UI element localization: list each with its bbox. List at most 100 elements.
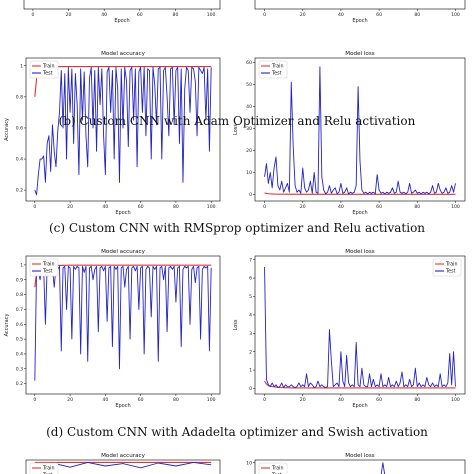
legend-box <box>29 258 59 277</box>
series-line-test <box>34 66 212 196</box>
y-axis-label: Loss <box>233 124 239 135</box>
x-tick-label: 40 <box>102 397 108 403</box>
chart-title: Model accuracy <box>101 51 146 57</box>
y-tick-label: 1 <box>20 263 23 269</box>
legend-label: Test <box>445 269 456 275</box>
y-axis-label: Accuracy <box>4 314 10 337</box>
legend-label: Train <box>271 466 284 472</box>
x-axis-label: Epoch <box>352 210 367 216</box>
x-tick-label: 80 <box>414 12 420 18</box>
legend-label: Train <box>271 64 284 70</box>
x-tick-label: 20 <box>300 204 306 210</box>
x-tick-label: 100 <box>207 204 216 210</box>
y-tick-label: 20 <box>246 148 252 154</box>
y-tick-label: 10 <box>246 460 252 466</box>
series-group <box>264 66 456 195</box>
y-tick-label: 0 <box>249 386 252 392</box>
chart-title: Model accuracy <box>101 453 146 459</box>
series-group <box>34 66 212 196</box>
caption-d: (d) Custom CNN with Adadelta optimizer a… <box>46 425 428 439</box>
y-tick-label: 0.8 <box>16 292 23 298</box>
y-tick-label: 7 <box>249 257 252 263</box>
series-group <box>380 462 386 474</box>
y-tick-label: 0.6 <box>16 126 23 132</box>
x-tick-label: 60 <box>376 204 382 210</box>
chart-b_accuracy: Model accuracy 0 20 40 60 80 100 0.2 0.4 0.6 0.8 1 E… <box>4 51 221 216</box>
x-tick-label: 100 <box>207 397 216 403</box>
legend-box <box>258 462 288 474</box>
y-tick-label: 2 <box>249 349 252 355</box>
x-tick-label: 0 <box>33 397 36 403</box>
y-tick-label: 0.8 <box>16 94 23 100</box>
x-tick-label: 20 <box>300 12 306 18</box>
plot-frame <box>25 57 221 202</box>
x-tick-label: 40 <box>102 204 108 210</box>
x-tick-label: 100 <box>451 397 460 403</box>
x-axis-label: Epoch <box>115 210 130 216</box>
legend-label: Train <box>445 262 458 268</box>
y-tick-label: 0.9 <box>16 277 23 283</box>
x-tick-label: 40 <box>338 397 344 403</box>
x-tick-label: 0 <box>33 204 36 210</box>
y-tick-label: 0 <box>249 192 252 198</box>
x-tick-label: 40 <box>338 204 344 210</box>
chart-b_loss: Model loss 0 20 40 60 80 100 0 10 20 30 40 50 60 Epoch… <box>233 51 466 216</box>
x-tick-label: 60 <box>376 12 382 18</box>
x-tick-label: 80 <box>414 397 420 403</box>
x-tick-label: 80 <box>414 204 420 210</box>
chart-title: Model loss <box>345 453 374 459</box>
x-axis-label: Epoch <box>352 403 367 409</box>
y-tick-label: 30 <box>246 126 252 132</box>
x-tick-label: 20 <box>67 204 73 210</box>
y-tick-label: 10 <box>246 170 252 176</box>
x-tick-label: 100 <box>207 12 216 18</box>
y-tick-label: 0.2 <box>16 381 23 387</box>
y-tick-label: 1 <box>20 63 23 69</box>
x-tick-label: 0 <box>31 12 34 18</box>
chart-title: Model loss <box>345 51 374 57</box>
legend-label: Test <box>42 269 53 275</box>
x-tick-label: 40 <box>338 12 344 18</box>
plot-frame <box>254 459 466 474</box>
x-tick-label: 20 <box>66 12 72 18</box>
series-group <box>34 264 212 381</box>
chart-a_partial_right: 0 20 40 60 80 100 Epoch <box>254 0 466 24</box>
caption-b: (b) Custom CNN with Adam Optimizer and R… <box>59 114 416 128</box>
legend-box <box>29 462 59 474</box>
chart-title: Model loss <box>345 249 374 255</box>
y-tick-label: 4 <box>249 312 252 318</box>
legend-label: Train <box>42 466 55 472</box>
x-tick-label: 80 <box>173 204 179 210</box>
plot-frame <box>254 57 466 202</box>
y-tick-label: 0.3 <box>16 366 23 372</box>
legend-box <box>29 60 59 79</box>
y-axis-label: Loss <box>233 319 239 330</box>
x-tick-label: 60 <box>138 397 144 403</box>
series-line-test <box>34 265 212 381</box>
y-tick-label: 0.4 <box>16 157 23 163</box>
x-axis-label: Epoch <box>115 403 130 409</box>
series-line-test <box>380 462 386 474</box>
series-line-test <box>34 461 212 469</box>
x-axis-label: Epoch <box>114 18 129 24</box>
x-tick-label: 80 <box>173 397 179 403</box>
chart-a_partial_left: 0 20 40 60 80 100 Epoch <box>23 0 221 24</box>
x-tick-label: 60 <box>137 12 143 18</box>
chart-title: Model accuracy <box>101 249 146 255</box>
plot-frame <box>254 0 466 10</box>
caption-c: (c) Custom CNN with RMSprop optimizer an… <box>49 221 425 235</box>
legend-box <box>432 258 462 277</box>
x-tick-label: 60 <box>376 397 382 403</box>
plot-frame <box>254 255 466 395</box>
legend-box <box>258 60 288 79</box>
x-tick-label: 40 <box>101 12 107 18</box>
